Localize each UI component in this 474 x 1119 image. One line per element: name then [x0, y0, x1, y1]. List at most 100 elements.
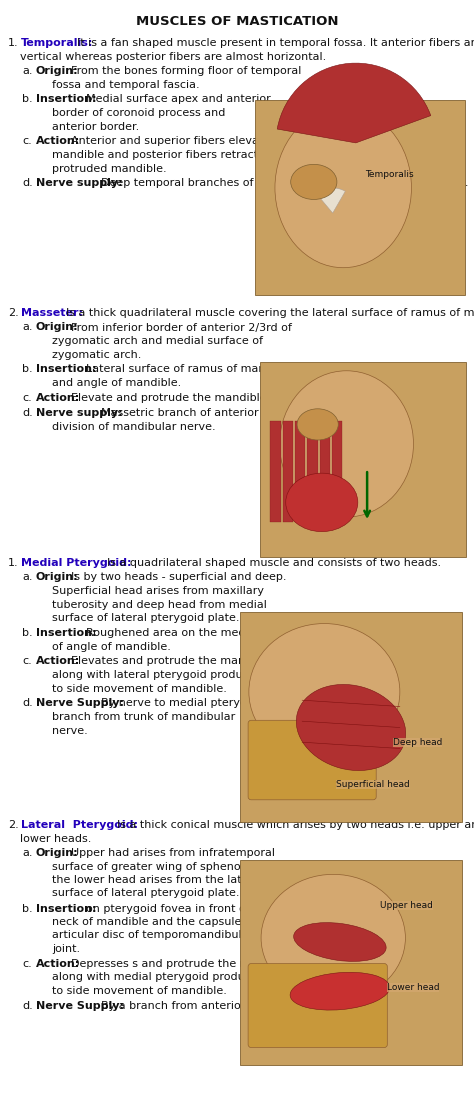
- Text: By a branch from anterior division of mandibular nerve.: By a branch from anterior division of ma…: [101, 1002, 412, 1010]
- Text: Insertion:: Insertion:: [36, 365, 97, 375]
- Text: d.: d.: [22, 698, 33, 708]
- Text: Upper had arises from infratemporal: Upper had arises from infratemporal: [71, 848, 275, 858]
- Text: Nerve Supply:: Nerve Supply:: [36, 1002, 124, 1010]
- Text: b.: b.: [22, 365, 33, 375]
- Text: surface of greater wing of sphenoid and: surface of greater wing of sphenoid and: [52, 862, 275, 872]
- Text: anterior border.: anterior border.: [52, 122, 139, 132]
- Text: vertical whereas posterior fibers are almost horizontal.: vertical whereas posterior fibers are al…: [20, 51, 326, 62]
- Text: mandible and posterior fibers retract the: mandible and posterior fibers retract th…: [52, 150, 280, 160]
- Text: Action:: Action:: [36, 137, 80, 147]
- Text: nerve.: nerve.: [52, 725, 88, 735]
- Text: along with lateral pterygoid produce side: along with lateral pterygoid produce sid…: [52, 670, 282, 680]
- Ellipse shape: [280, 370, 413, 517]
- Text: Masseter:: Masseter:: [21, 308, 83, 318]
- FancyBboxPatch shape: [295, 421, 305, 521]
- Text: Nerve Supply:: Nerve Supply:: [36, 698, 124, 708]
- Text: joint.: joint.: [52, 944, 80, 955]
- Text: a.: a.: [22, 66, 33, 76]
- Text: the lower head arises from the lateral: the lower head arises from the lateral: [52, 875, 263, 885]
- Ellipse shape: [291, 164, 337, 199]
- Text: division of mandibular nerve.: division of mandibular nerve.: [52, 422, 216, 432]
- Text: surface of lateral pterygoid plate.: surface of lateral pterygoid plate.: [52, 613, 239, 623]
- Text: Is a quadrilateral shaped muscle and consists of two heads.: Is a quadrilateral shaped muscle and con…: [107, 558, 441, 568]
- Ellipse shape: [286, 473, 358, 532]
- Text: Temporalis: Temporalis: [365, 170, 414, 179]
- Text: of angle of mandible.: of angle of mandible.: [52, 641, 171, 651]
- Text: It is a fan shaped muscle present in temporal fossa. It anterior fibers are: It is a fan shaped muscle present in tem…: [76, 38, 474, 48]
- Text: Nerve supply:: Nerve supply:: [36, 179, 123, 188]
- Ellipse shape: [297, 408, 338, 440]
- Text: Temporalis:: Temporalis:: [21, 38, 93, 48]
- Ellipse shape: [275, 107, 411, 267]
- FancyBboxPatch shape: [248, 963, 387, 1047]
- Text: From inferior border of anterior 2/3rd of: From inferior border of anterior 2/3rd o…: [71, 322, 292, 332]
- Text: d.: d.: [22, 179, 33, 188]
- Text: and angle of mandible.: and angle of mandible.: [52, 378, 181, 388]
- FancyBboxPatch shape: [260, 363, 466, 557]
- Text: Insertion:: Insertion:: [36, 628, 97, 638]
- Ellipse shape: [261, 874, 405, 1002]
- Text: From the bones forming floor of temporal: From the bones forming floor of temporal: [71, 66, 301, 76]
- Text: Superficial head arises from maxillary: Superficial head arises from maxillary: [52, 586, 264, 596]
- Text: fossa and temporal fascia.: fossa and temporal fascia.: [52, 79, 200, 90]
- FancyBboxPatch shape: [307, 421, 318, 521]
- Text: Nerve supply:: Nerve supply:: [36, 408, 123, 419]
- FancyBboxPatch shape: [283, 421, 293, 521]
- Text: 1.: 1.: [8, 558, 18, 568]
- Text: c.: c.: [22, 959, 32, 969]
- Text: c.: c.: [22, 393, 32, 403]
- Text: articular disc of temporomandibular: articular disc of temporomandibular: [52, 931, 253, 940]
- Text: on pterygoid fovea in front of the: on pterygoid fovea in front of the: [86, 903, 272, 913]
- Text: Upper head: Upper head: [380, 901, 433, 910]
- Text: Elevates and protrude the mandible and: Elevates and protrude the mandible and: [71, 657, 297, 667]
- Text: 1.: 1.: [8, 38, 18, 48]
- Text: Origin:: Origin:: [36, 322, 79, 332]
- Text: By nerve to medial pterygoid, a: By nerve to medial pterygoid, a: [101, 698, 278, 708]
- Text: Lower head: Lower head: [387, 982, 439, 991]
- Text: Deep temporal branches of anterior division of mandibular nerve.: Deep temporal branches of anterior divis…: [101, 179, 468, 188]
- Text: Deep head: Deep head: [393, 737, 442, 746]
- Text: Action:: Action:: [36, 393, 80, 403]
- Text: b.: b.: [22, 94, 33, 104]
- Text: Medial Pterygoid:: Medial Pterygoid:: [21, 558, 131, 568]
- Text: Is a thick quadrilateral muscle covering the lateral surface of ramus of mandibl: Is a thick quadrilateral muscle covering…: [66, 308, 474, 318]
- FancyBboxPatch shape: [240, 861, 462, 1065]
- FancyBboxPatch shape: [248, 721, 376, 800]
- Text: branch from trunk of mandibular: branch from trunk of mandibular: [52, 712, 235, 722]
- Text: 2.: 2.: [8, 820, 19, 830]
- Text: Elevate and protrude the mandible.: Elevate and protrude the mandible.: [71, 393, 270, 403]
- Text: b.: b.: [22, 903, 33, 913]
- Text: Insertion:: Insertion:: [36, 94, 97, 104]
- Text: zygomatic arch and medial surface of: zygomatic arch and medial surface of: [52, 336, 263, 346]
- Text: Is a thick conical muscle which arises by two heads i.e. upper and: Is a thick conical muscle which arises b…: [117, 820, 474, 830]
- Ellipse shape: [296, 685, 406, 771]
- Text: protruded mandible.: protruded mandible.: [52, 163, 167, 173]
- Text: MUSCLES OF MASTICATION: MUSCLES OF MASTICATION: [136, 15, 338, 28]
- Text: neck of mandible and the capsule and: neck of mandible and the capsule and: [52, 916, 266, 927]
- Text: to side movement of mandible.: to side movement of mandible.: [52, 986, 227, 996]
- Text: Depresses s and protrude the mandible and: Depresses s and protrude the mandible an…: [71, 959, 317, 969]
- Text: Massetric branch of anterior: Massetric branch of anterior: [101, 408, 259, 419]
- Text: surface of lateral pterygoid plate.: surface of lateral pterygoid plate.: [52, 888, 239, 899]
- Ellipse shape: [249, 623, 400, 760]
- Text: b.: b.: [22, 628, 33, 638]
- Text: c.: c.: [22, 657, 32, 667]
- FancyBboxPatch shape: [270, 421, 281, 521]
- Text: Insertion:: Insertion:: [36, 903, 97, 913]
- FancyBboxPatch shape: [240, 612, 462, 822]
- Text: Action:: Action:: [36, 959, 80, 969]
- Text: lower heads.: lower heads.: [20, 834, 91, 844]
- Text: Origin:: Origin:: [36, 573, 79, 583]
- Text: Lateral surface of ramus of mandible: Lateral surface of ramus of mandible: [86, 365, 293, 375]
- Wedge shape: [317, 188, 345, 213]
- Wedge shape: [277, 63, 431, 143]
- Text: Roughened area on the medial surface: Roughened area on the medial surface: [86, 628, 303, 638]
- Text: zygomatic arch.: zygomatic arch.: [52, 349, 141, 359]
- Text: Origin:: Origin:: [36, 66, 79, 76]
- FancyBboxPatch shape: [332, 421, 342, 521]
- Text: Anterior and superior fibers elevate the: Anterior and superior fibers elevate the: [71, 137, 292, 147]
- FancyBboxPatch shape: [320, 421, 330, 521]
- Text: to side movement of mandible.: to side movement of mandible.: [52, 684, 227, 694]
- Text: a.: a.: [22, 848, 33, 858]
- Ellipse shape: [290, 972, 390, 1010]
